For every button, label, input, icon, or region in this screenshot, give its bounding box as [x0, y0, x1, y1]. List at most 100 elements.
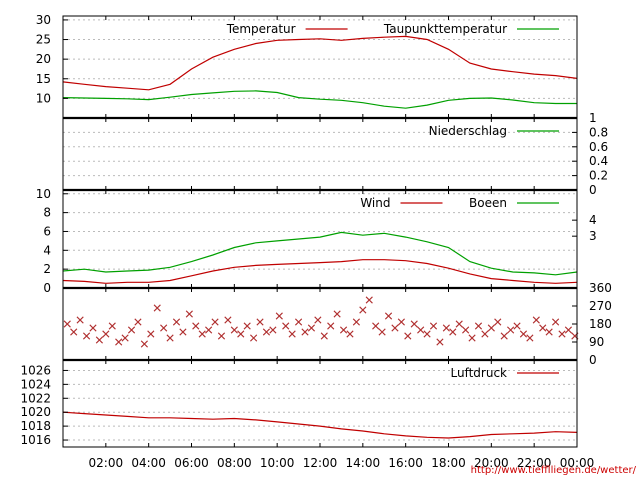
wind-direction-point [121, 334, 129, 342]
y-tick-label: 1026 [20, 363, 51, 377]
wind-direction-point [147, 330, 155, 338]
wind-direction-point [333, 310, 341, 318]
wind-direction-point [468, 334, 476, 342]
panel-3 [62, 286, 579, 361]
wind-direction-point [269, 326, 277, 334]
wind-direction-point [282, 322, 290, 330]
series-line-wind [62, 259, 578, 284]
wind-direction-point [519, 330, 528, 338]
y-tick-label: 30 [36, 13, 51, 27]
wind-direction-point [455, 320, 463, 328]
wind-direction-point [262, 328, 271, 336]
wind-direction-point [462, 326, 470, 334]
x-tick-label: 12:00 [303, 456, 338, 470]
wind-direction-point [307, 324, 316, 332]
y-tick-label: 1018 [20, 419, 51, 433]
wind-direction-point [378, 328, 386, 336]
y-tick-label: 15 [36, 72, 51, 86]
y2-tick-label: 0 [589, 183, 597, 197]
wind-direction-point [115, 338, 123, 346]
wind-direction-point [288, 330, 296, 338]
wind-direction-point [327, 322, 335, 330]
wind-direction-point [449, 328, 457, 336]
wind-direction-point [487, 324, 495, 332]
x-tick-label: 00:00 [560, 456, 595, 470]
wind-direction-point [134, 318, 142, 326]
legend-label: Temperatur [226, 22, 296, 36]
legend-label: Taupunkttemperatur [383, 22, 507, 36]
wind-direction-point [76, 316, 84, 324]
wind-direction-point [108, 322, 116, 330]
wind-direction-point [166, 334, 174, 342]
series-line-boeen [62, 231, 578, 276]
y-tick-label: 0 [43, 281, 51, 295]
y-tick-label: 4 [43, 243, 51, 257]
y-tick-label: 1016 [20, 433, 51, 447]
x-tick-label: 02:00 [89, 456, 124, 470]
wind-direction-point [172, 318, 181, 326]
wind-direction-point [494, 318, 502, 326]
x-tick-label: 10:00 [260, 456, 295, 470]
y2-tick-label: 3 [589, 229, 597, 243]
legend-label: Wind [360, 196, 390, 210]
wind-direction-point [82, 332, 91, 340]
wind-direction-point [500, 332, 508, 340]
panel-4 [62, 358, 578, 448]
legend-label: Luftdruck [450, 366, 507, 380]
wind-direction-point [160, 324, 168, 332]
wind-direction-point [127, 326, 136, 334]
y2-tick-label: 1 [589, 111, 597, 125]
wind-direction-point [95, 336, 103, 344]
y-tick-label: 25 [36, 33, 51, 47]
wind-direction-point [185, 310, 193, 318]
series-line-taupunkttemperatur [62, 90, 577, 109]
wind-direction-point [294, 318, 303, 326]
wind-direction-point [352, 318, 360, 326]
wind-direction-point [558, 330, 566, 338]
wind-direction-point [153, 304, 161, 312]
x-tick-label: 16:00 [388, 456, 423, 470]
wind-direction-point [359, 306, 367, 314]
wind-direction-point [442, 324, 450, 332]
y-tick-label: 10 [36, 91, 51, 105]
wind-direction-point [481, 330, 489, 338]
wind-direction-point [89, 324, 97, 332]
credit-url[interactable]: http://www.tiefflliegen.de/wetter/ [470, 465, 636, 476]
wind-direction-point [217, 332, 226, 340]
wind-direction-point [237, 330, 245, 338]
x-tick-label: 04:00 [131, 456, 166, 470]
panel-0 [62, 15, 578, 119]
wind-direction-point [192, 322, 200, 330]
wind-direction-point [230, 326, 238, 334]
wind-direction-point [391, 324, 399, 332]
wind-direction-point [256, 318, 264, 326]
y-tick-label: 6 [43, 224, 51, 238]
y-tick-label: 1020 [20, 405, 51, 419]
wind-direction-point [224, 316, 232, 324]
x-tick-label: 22:00 [517, 456, 552, 470]
y-tick-label: 8 [43, 206, 51, 220]
wind-direction-point [532, 316, 540, 324]
wind-direction-point [397, 318, 405, 326]
wind-direction-point [198, 330, 206, 338]
wind-direction-point [102, 330, 110, 338]
wind-direction-point [314, 316, 322, 324]
wind-direction-point [404, 332, 412, 340]
wind-direction-point [301, 328, 309, 336]
legend-label: Niederschlag [429, 124, 507, 138]
wind-direction-point [275, 312, 283, 320]
series-line-luftdruck [62, 411, 578, 439]
y-tick-label: 2 [43, 262, 51, 276]
wind-direction-point [513, 322, 521, 330]
wind-direction-point [63, 320, 71, 328]
y2-tick-label: 4 [589, 213, 597, 227]
legend-label: Boeen [469, 196, 507, 210]
wind-direction-point [70, 328, 78, 336]
wind-direction-point [205, 326, 213, 334]
wind-direction-point [339, 326, 348, 334]
y-tick-label: 10 [36, 187, 51, 201]
y2-tick-label: 90 [589, 335, 604, 349]
y2-tick-label: 0.4 [589, 154, 608, 168]
wind-direction-point [436, 338, 444, 346]
